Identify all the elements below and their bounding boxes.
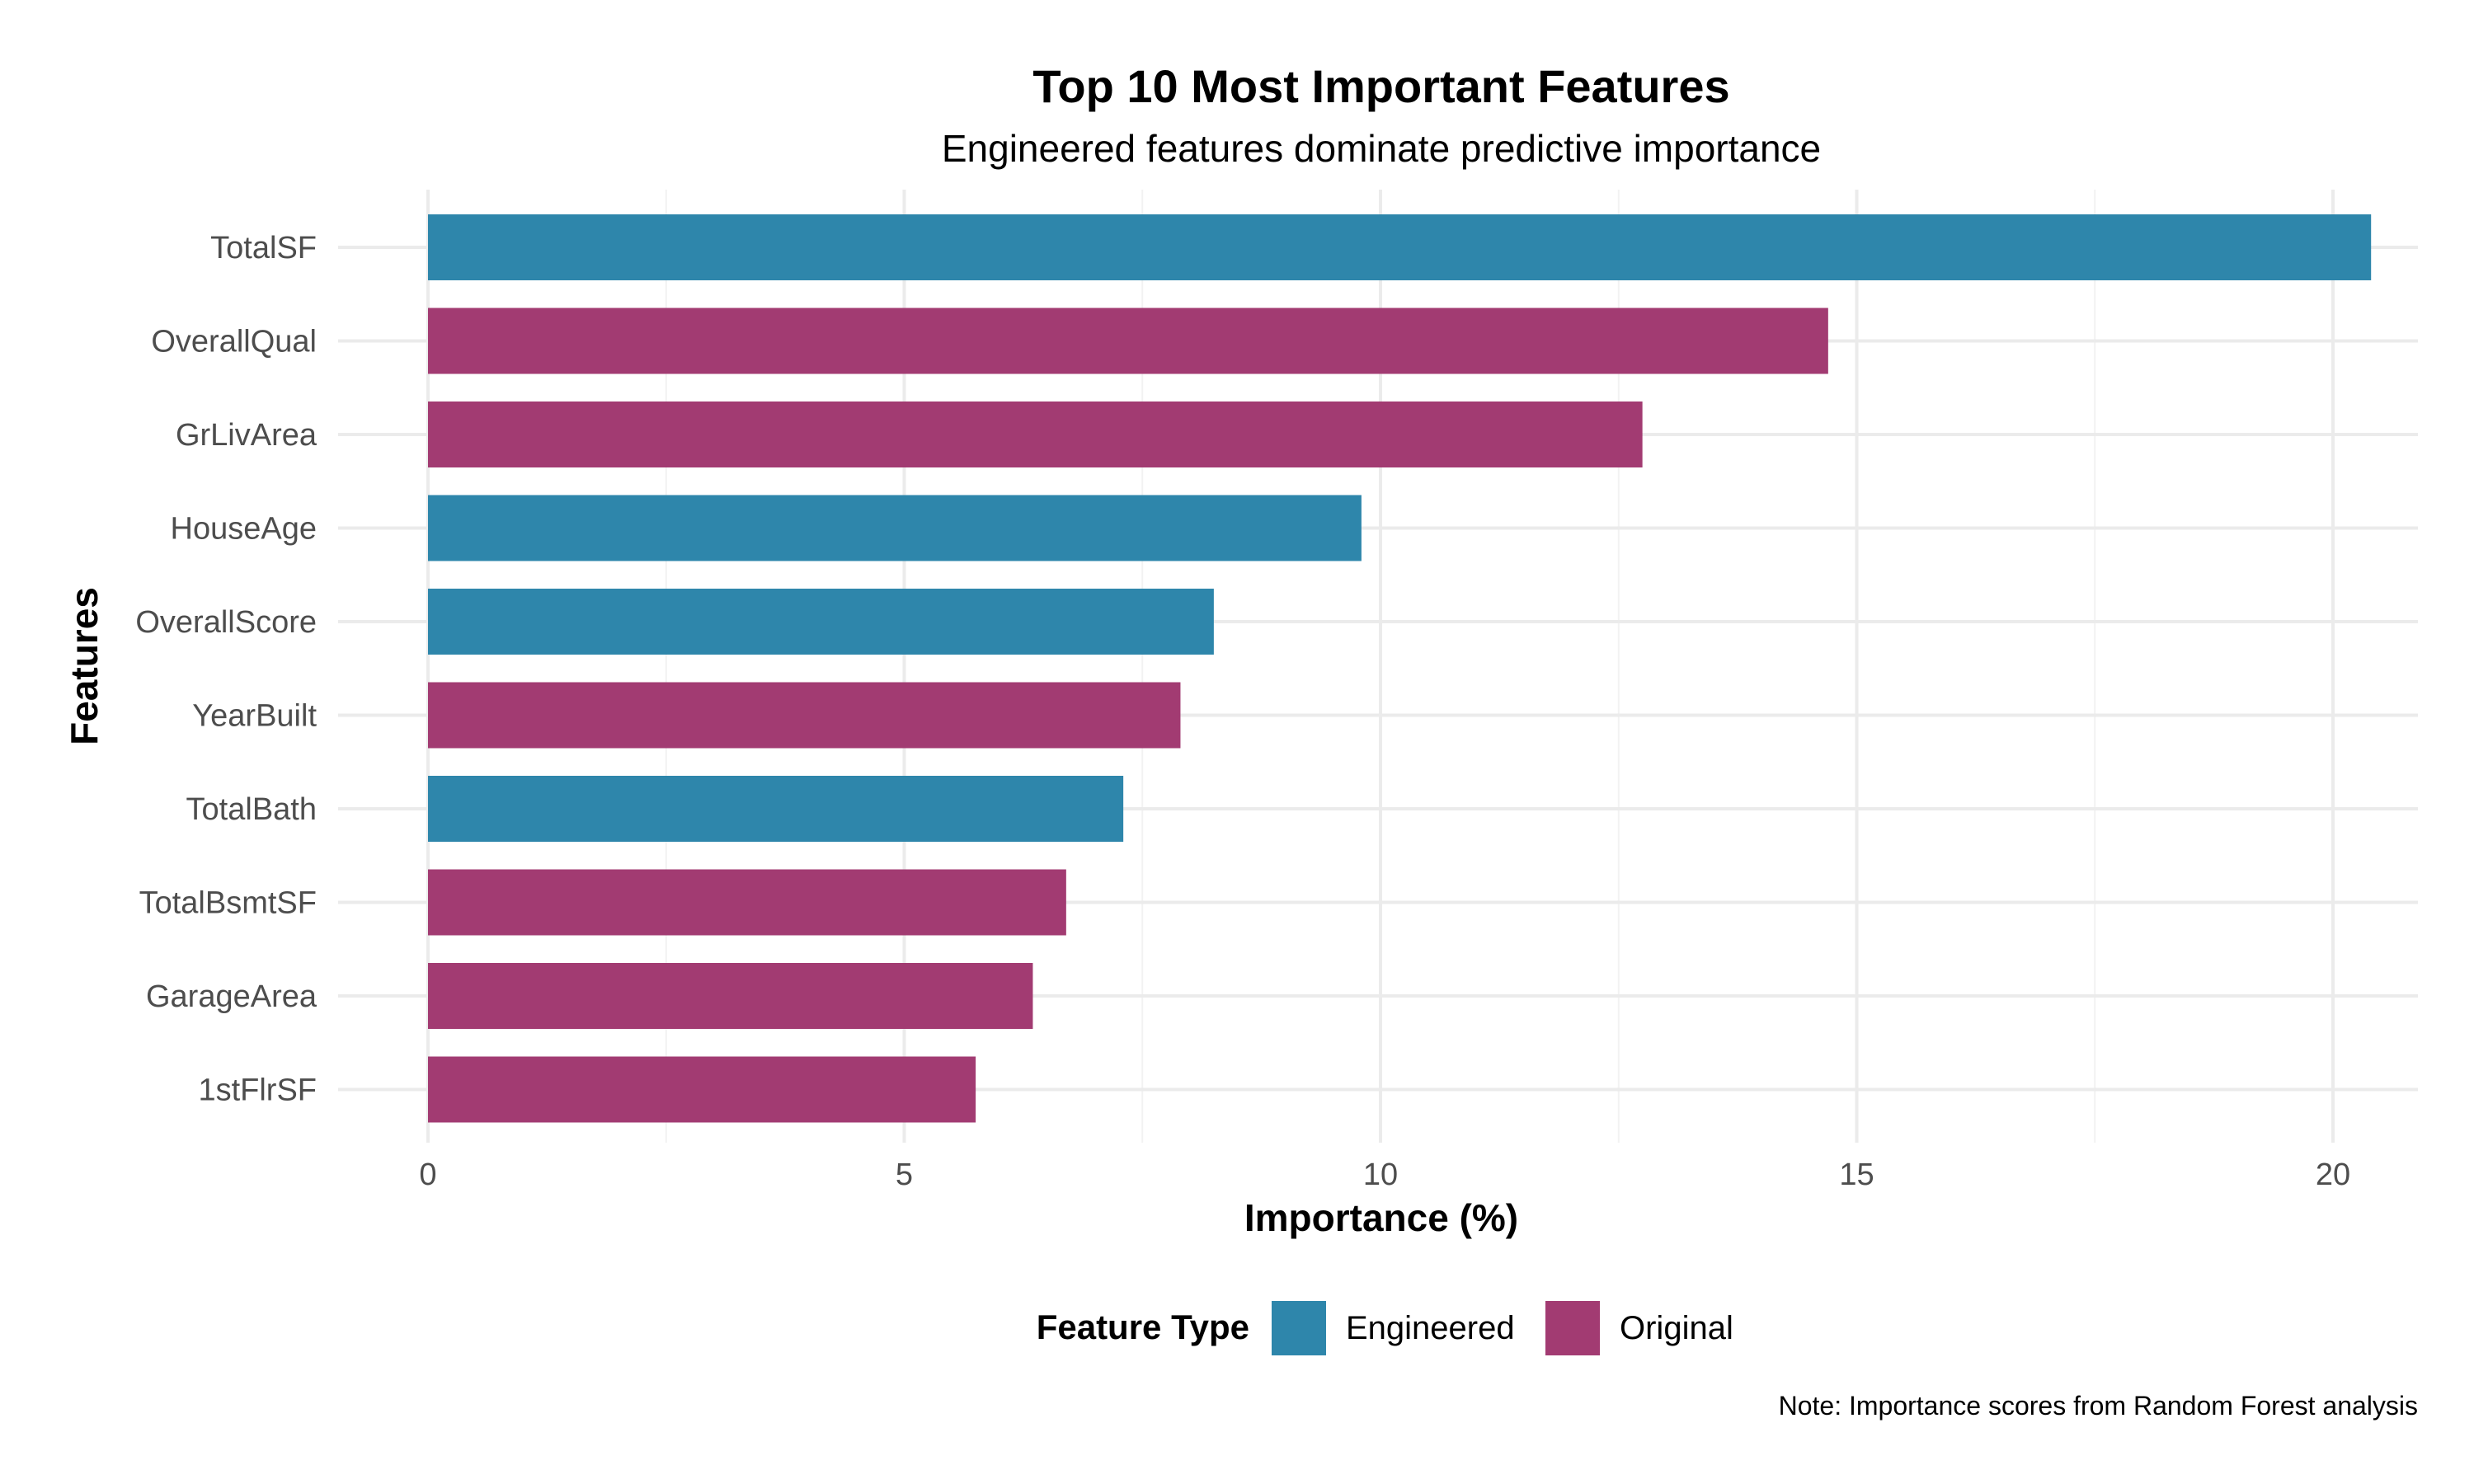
legend: Feature Type Engineered Original bbox=[1037, 1301, 1733, 1355]
x-tick-label: 20 bbox=[2316, 1158, 2350, 1192]
legend-swatch-engineered bbox=[1272, 1301, 1326, 1355]
legend-title: Feature Type bbox=[1037, 1308, 1249, 1346]
legend-label-engineered: Engineered bbox=[1346, 1310, 1515, 1346]
legend-swatch-original bbox=[1545, 1301, 1600, 1355]
bar-totalsf bbox=[428, 214, 2372, 280]
chart-subtitle: Engineered features dominate predictive … bbox=[942, 127, 1821, 170]
y-tick-label: TotalBsmtSF bbox=[139, 886, 317, 921]
y-tick-label: TotalSF bbox=[210, 231, 317, 265]
chart-title: Top 10 Most Important Features bbox=[1032, 60, 1729, 112]
x-tick-label: 5 bbox=[896, 1158, 913, 1192]
y-tick-label: TotalBath bbox=[186, 792, 317, 827]
bar-yearbuilt bbox=[428, 682, 1181, 749]
bar-garagearea bbox=[428, 963, 1033, 1029]
x-tick-label: 10 bbox=[1363, 1158, 1398, 1192]
legend-label-original: Original bbox=[1620, 1310, 1733, 1346]
y-tick-labels: TotalSF OverallQual GrLivArea HouseAge Overa… bbox=[135, 231, 317, 1108]
x-axis-title: Importance (%) bbox=[1244, 1196, 1518, 1239]
bar-overallscore bbox=[428, 589, 1214, 655]
y-tick-label: HouseAge bbox=[171, 512, 317, 547]
y-tick-label: GarageArea bbox=[146, 979, 317, 1014]
y-tick-label: 1stFlrSF bbox=[198, 1073, 317, 1108]
bar-grlivarea bbox=[428, 402, 1643, 467]
x-tick-label: 15 bbox=[1839, 1158, 1874, 1192]
bars-layer bbox=[428, 214, 2372, 1123]
bar-houseage bbox=[428, 495, 1362, 561]
chart-caption: Note: Importance scores from Random Fore… bbox=[1779, 1391, 2418, 1421]
bar-totalbath bbox=[428, 776, 1124, 842]
bar-1stflrsf bbox=[428, 1056, 976, 1123]
y-tick-label: OverallScore bbox=[135, 605, 317, 640]
bar-totalbsmtsf bbox=[428, 869, 1066, 936]
y-tick-label: OverallQual bbox=[151, 325, 317, 359]
y-axis-title: Features bbox=[63, 587, 106, 745]
x-tick-labels: 0 5 10 15 20 bbox=[419, 1158, 2350, 1192]
bar-overallqual bbox=[428, 308, 1828, 374]
x-tick-label: 0 bbox=[419, 1158, 436, 1192]
y-tick-label: GrLivArea bbox=[176, 418, 317, 453]
y-tick-label: YearBuilt bbox=[192, 699, 317, 734]
